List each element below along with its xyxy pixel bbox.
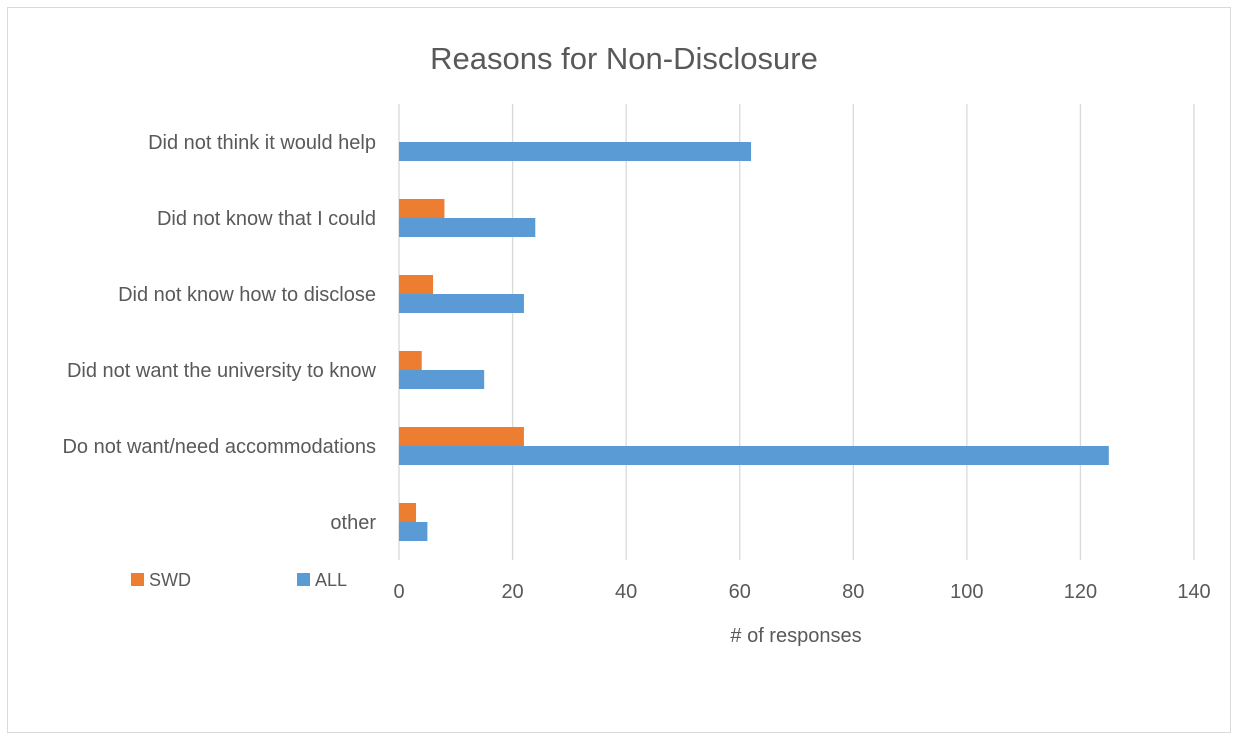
- x-tick-label: 0: [393, 581, 404, 603]
- bar-swd: [399, 199, 445, 218]
- legend-swatch-swd: [131, 573, 144, 586]
- bar-all: [399, 142, 752, 161]
- category-label: Did not want the university to know: [67, 360, 377, 382]
- legend-swatch-all: [297, 573, 310, 586]
- x-tick-label: 20: [501, 581, 523, 603]
- bar-all: [399, 522, 428, 541]
- bar-swd: [399, 427, 524, 446]
- category-label: Did not think it would help: [148, 132, 376, 154]
- category-label: Did not know that I could: [157, 208, 376, 230]
- category-label: Do not want/need accommodations: [62, 436, 376, 458]
- chart-title: Reasons for Non-Disclosure: [430, 41, 818, 76]
- chart-frame: Reasons for Non-Disclosure Did not think…: [7, 7, 1231, 733]
- bar-swd: [399, 503, 417, 522]
- bars: [399, 142, 1109, 541]
- x-axis-label: # of responses: [730, 625, 861, 647]
- bar-all: [399, 218, 536, 237]
- bar-swd: [399, 275, 434, 294]
- legend-label-swd: SWD: [149, 570, 191, 590]
- bar-all: [399, 294, 524, 313]
- category-labels: Did not think it would help Did not know …: [62, 132, 376, 534]
- legend-label-all: ALL: [315, 570, 347, 590]
- chart-svg: Reasons for Non-Disclosure Did not think…: [62, 41, 1210, 647]
- x-tick-label: 40: [615, 581, 637, 603]
- bar-all: [399, 370, 485, 389]
- x-tick-label: 100: [950, 581, 983, 603]
- x-tick-label: 140: [1177, 581, 1210, 603]
- x-tick-labels: 0 20 40 60 80 100 120 140: [393, 581, 1210, 603]
- x-tick-label: 120: [1064, 581, 1097, 603]
- gridlines: [398, 104, 1195, 560]
- x-tick-label: 60: [729, 581, 751, 603]
- legend: SWD ALL: [131, 570, 347, 590]
- category-label: other: [330, 512, 376, 534]
- bar-all: [399, 446, 1109, 465]
- x-tick-label: 80: [842, 581, 864, 603]
- bar-swd: [399, 351, 422, 370]
- category-label: Did not know how to disclose: [118, 284, 376, 306]
